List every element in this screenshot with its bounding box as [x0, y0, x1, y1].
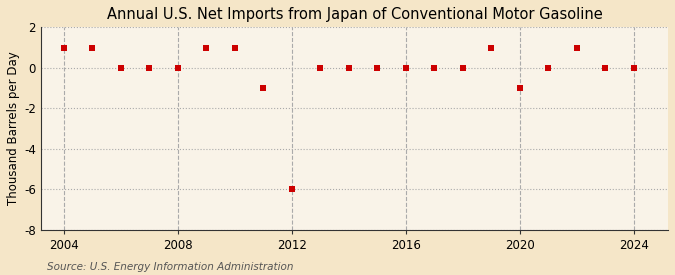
- Point: [200, 45, 211, 50]
- Point: [87, 45, 98, 50]
- Point: [230, 45, 240, 50]
- Point: [429, 65, 439, 70]
- Point: [172, 65, 183, 70]
- Point: [58, 45, 69, 50]
- Text: Source: U.S. Energy Information Administration: Source: U.S. Energy Information Administ…: [47, 262, 294, 272]
- Point: [486, 45, 497, 50]
- Point: [628, 65, 639, 70]
- Point: [286, 187, 297, 191]
- Point: [543, 65, 554, 70]
- Point: [115, 65, 126, 70]
- Point: [572, 45, 583, 50]
- Point: [400, 65, 411, 70]
- Point: [144, 65, 155, 70]
- Title: Annual U.S. Net Imports from Japan of Conventional Motor Gasoline: Annual U.S. Net Imports from Japan of Co…: [107, 7, 602, 22]
- Y-axis label: Thousand Barrels per Day: Thousand Barrels per Day: [7, 51, 20, 205]
- Point: [458, 65, 468, 70]
- Point: [372, 65, 383, 70]
- Point: [258, 86, 269, 90]
- Point: [600, 65, 611, 70]
- Point: [315, 65, 325, 70]
- Point: [344, 65, 354, 70]
- Point: [514, 86, 525, 90]
